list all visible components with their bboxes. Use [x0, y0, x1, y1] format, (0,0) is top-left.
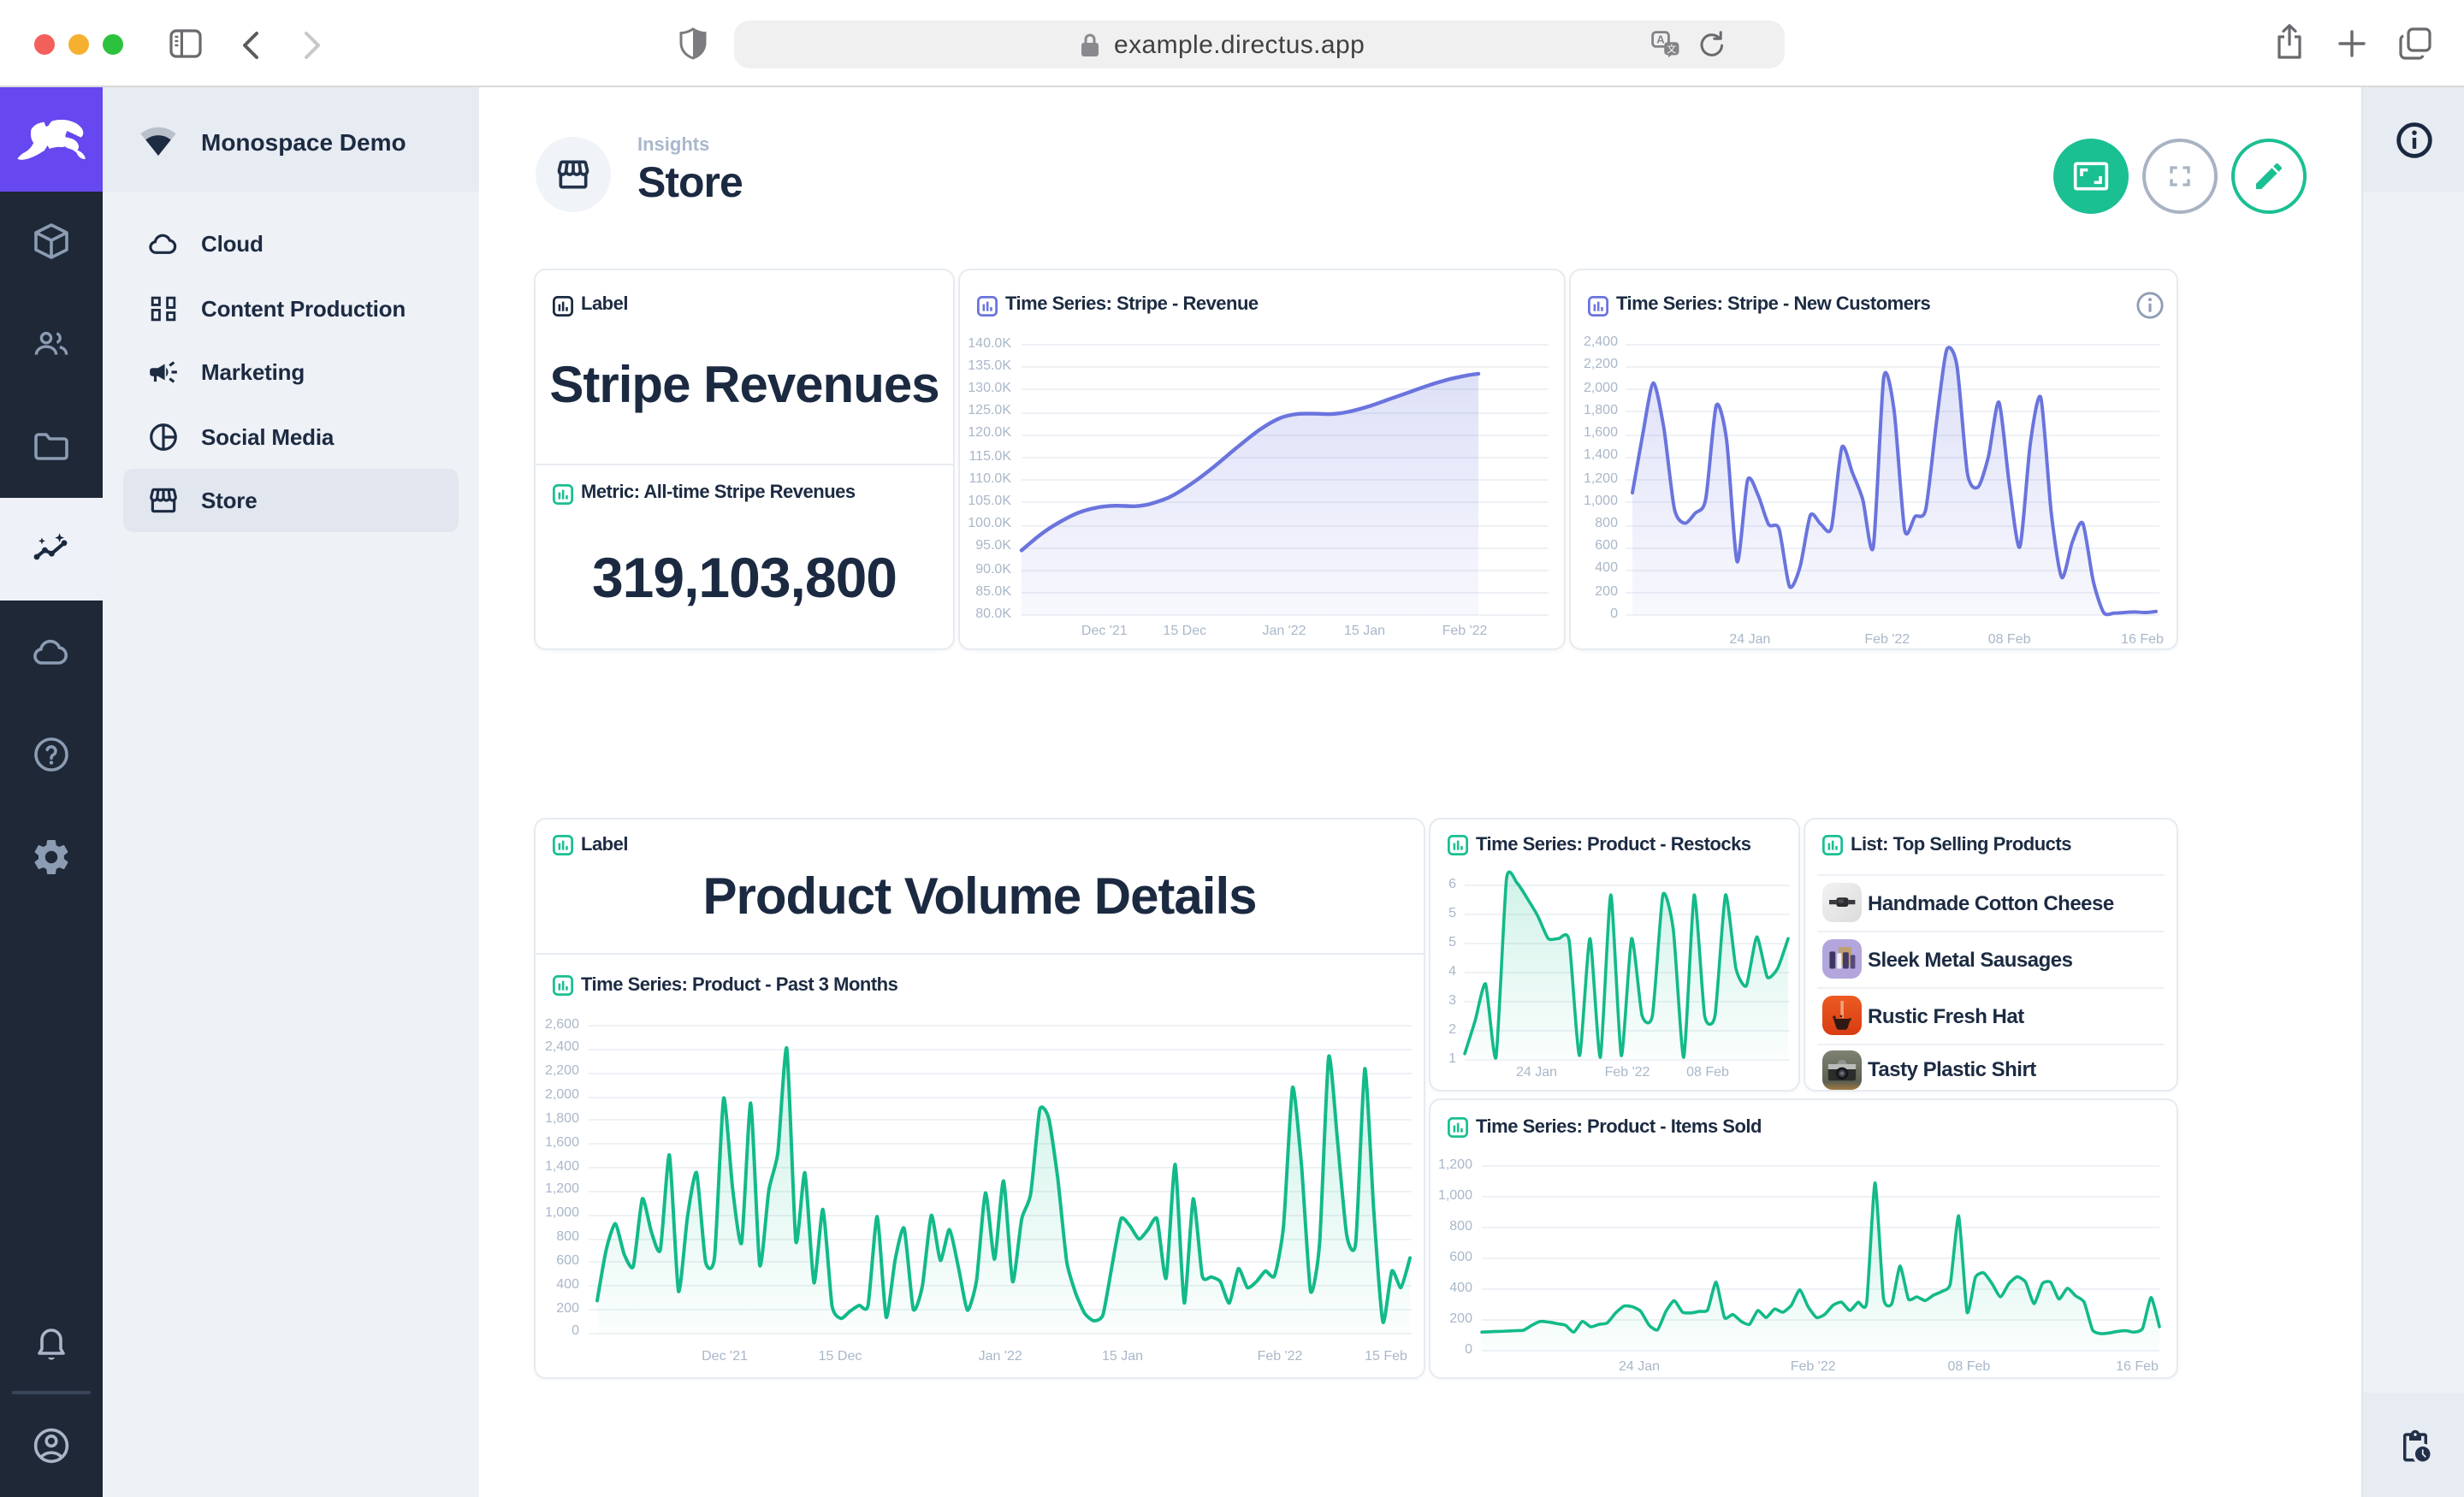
svg-text:A: A: [1656, 33, 1665, 45]
svg-text:文: 文: [1667, 42, 1676, 54]
